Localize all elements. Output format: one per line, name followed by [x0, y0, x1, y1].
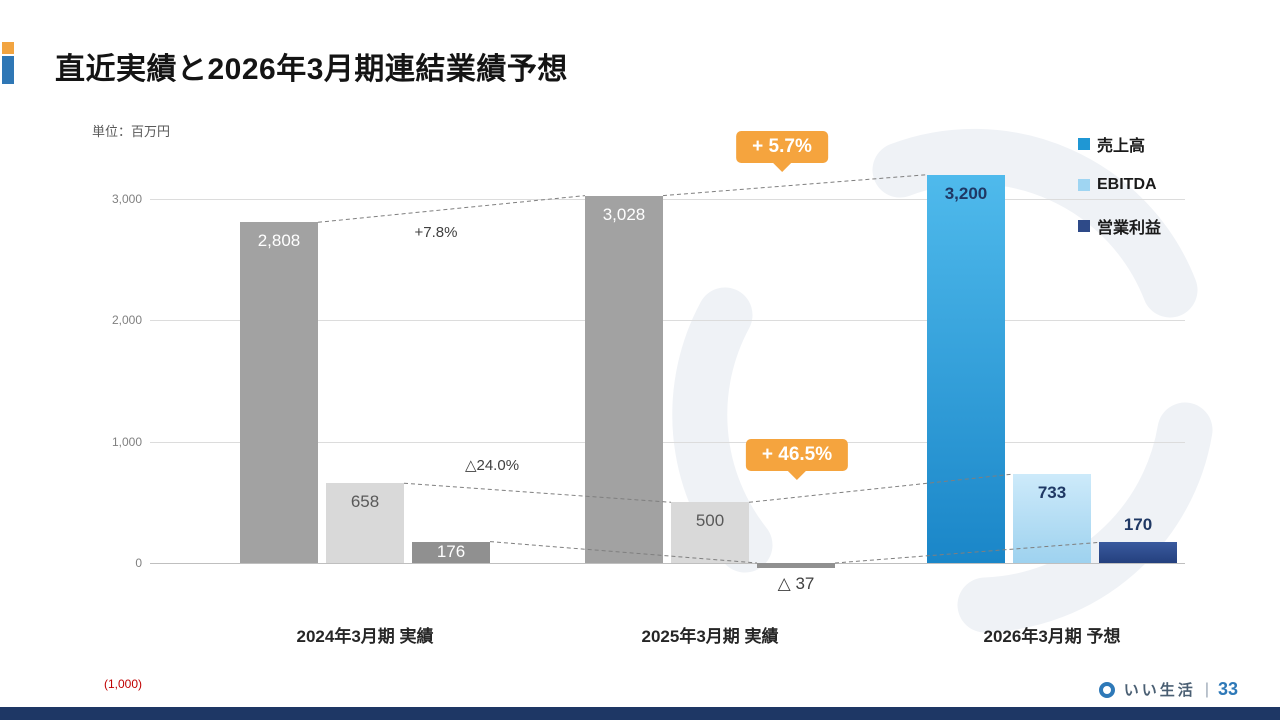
bar-EBITDA-1 — [326, 483, 404, 563]
brand-logo-icon — [1098, 681, 1115, 698]
y-tick-label: 0 — [135, 556, 142, 570]
footer-bar — [0, 707, 1280, 720]
y-tick-label: 2,000 — [111, 313, 142, 328]
legend-label: EBITDA — [1097, 176, 1157, 193]
growth-badge: + 46.5% — [745, 439, 849, 471]
growth-annotation: +7.8% — [414, 224, 458, 241]
bar-value-label: △ 37 — [777, 573, 815, 593]
bar-value-label: 3,028 — [602, 204, 646, 224]
gridline — [150, 199, 1185, 200]
legend-label: 売上高 — [1097, 138, 1146, 155]
bar-売上高-3 — [927, 174, 1005, 563]
legend-item-売上高: 売上高 — [1078, 132, 1161, 156]
growth-annotation: △24.0% — [464, 457, 520, 474]
y-tick-label: 3,000 — [111, 192, 142, 206]
legend-swatch — [1078, 220, 1090, 232]
category-label: 2025年3月期 実績 — [641, 627, 779, 646]
chart-legend: 売上高 EBITDA 営業利益 — [1078, 132, 1161, 258]
bar-営業利益-3 — [1099, 542, 1177, 563]
gridline — [150, 441, 1185, 443]
brand-name: いい生活 — [1123, 682, 1196, 699]
footer-brand: いい生活 | 33 — [1098, 679, 1238, 700]
category-label: 2024年3月期 実績 — [296, 627, 434, 646]
bar-value-label: 3,200 — [944, 183, 988, 203]
gridline — [150, 320, 1185, 322]
title-accent-orange — [2, 42, 14, 54]
connector-line — [662, 174, 928, 197]
bar-value-label: 176 — [436, 542, 466, 562]
bar-売上高-2 — [585, 195, 663, 563]
bar-営業利益-1 — [412, 541, 490, 563]
bar-営業利益-2 — [757, 563, 835, 568]
unit-label: 単位：百万円 — [92, 124, 171, 139]
bar-value-label: 733 — [1037, 483, 1067, 503]
category-label: 2026年3月期 予想 — [983, 627, 1121, 646]
bar-value-label: 658 — [350, 492, 380, 512]
legend-item-営業利益: 営業利益 — [1078, 214, 1161, 238]
page-title: 直近実績と2026年3月期連結業績予想 — [55, 53, 568, 86]
growth-badge: + 5.7% — [736, 131, 828, 163]
brand-separator: | — [1204, 680, 1209, 698]
legend-swatch — [1078, 179, 1090, 191]
axis-zero-line — [150, 563, 1185, 564]
legend-item-EBITDA: EBITDA — [1078, 176, 1161, 194]
bar-value-label: 2,808 — [257, 231, 301, 251]
y-tick-label: 1,000 — [111, 434, 142, 449]
legend-swatch — [1078, 138, 1090, 150]
title-accent-blue — [2, 56, 14, 84]
page-number: 33 — [1217, 679, 1238, 699]
bar-売上高-1 — [240, 222, 318, 563]
legend-label: 営業利益 — [1097, 220, 1162, 237]
bar-value-label: 500 — [695, 511, 725, 531]
bar-value-label: 170 — [1123, 515, 1153, 535]
y-tick-label: (1,000) — [103, 677, 142, 692]
